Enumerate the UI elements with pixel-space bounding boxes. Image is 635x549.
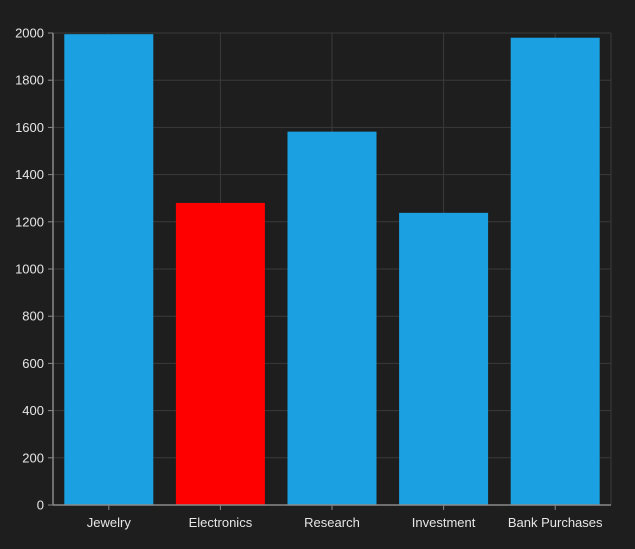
bar-bank-purchases[interactable] [510,37,600,505]
y-tick-label: 200 [22,450,44,465]
x-tick-label: Investment [412,515,476,530]
x-tick-label: Bank Purchases [508,515,603,530]
y-tick-label: 1600 [15,120,44,135]
y-tick-label: 800 [22,309,44,324]
y-tick-label: 0 [37,498,44,513]
axis-layer [48,32,611,510]
x-tick-label: Jewelry [87,515,132,530]
y-tick-label: 2000 [15,26,44,41]
bar-investment[interactable] [399,212,489,505]
y-tick-label: 600 [22,356,44,371]
y-tick-label: 1400 [15,167,44,182]
y-tick-label: 400 [22,403,44,418]
bar-jewelry[interactable] [64,34,154,506]
bar-layer [64,34,600,506]
x-tick-label: Electronics [189,515,253,530]
bar-electronics[interactable] [175,202,265,506]
x-tick-label: Research [304,515,360,530]
y-tick-label: 1200 [15,214,44,229]
bar-research[interactable] [287,131,377,505]
y-tick-label: 1800 [15,73,44,88]
label-layer: 0 200 400 600 800 1000 1200 1400 1600 1800 2000 Jew… [15,26,603,531]
y-tick-label: 1000 [15,262,44,277]
